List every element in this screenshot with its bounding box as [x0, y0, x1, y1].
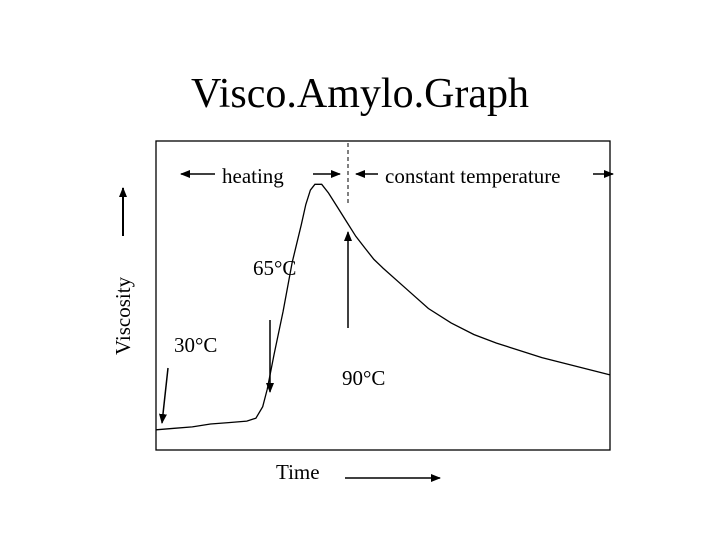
temp-30-label: 30°C: [174, 333, 217, 357]
temp-30-arrow: [158, 367, 169, 424]
y-axis-label: Viscosity: [111, 276, 135, 355]
heating-label: heating: [222, 164, 284, 188]
viscosity-curve: [155, 183, 611, 431]
temp-90-label: 90°C: [342, 366, 385, 390]
plot-frame: [155, 140, 611, 451]
x-axis-label: Time: [276, 460, 320, 484]
constant-temperature-label: constant temperature: [385, 164, 561, 188]
slide-title: Visco.Amylo.Graph: [190, 71, 530, 117]
